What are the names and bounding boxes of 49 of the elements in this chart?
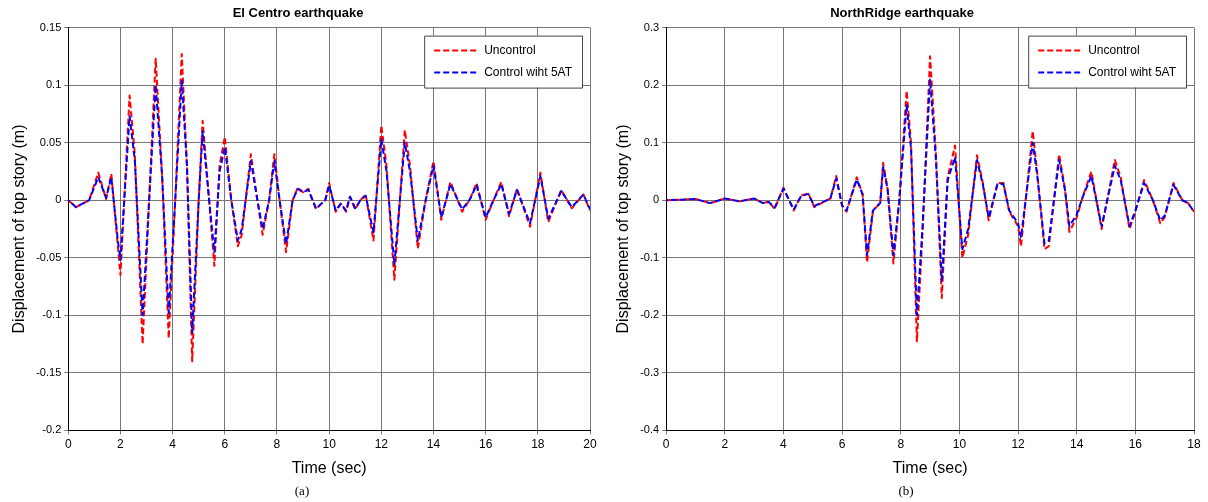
y-tick-label: -0.4 <box>640 423 660 436</box>
y-tick-label: 0.2 <box>643 78 660 91</box>
x-axis-title: Time (sec) <box>291 458 367 476</box>
legend-label: Control wiht 5AT <box>484 64 573 79</box>
x-tick-label: 16 <box>1128 436 1143 451</box>
y-tick-label: 0 <box>55 193 62 206</box>
x-tick-label: 20 <box>583 436 597 451</box>
x-tick-label: 18 <box>1187 436 1201 451</box>
x-tick-label: 4 <box>780 436 788 451</box>
x-tick-label: 18 <box>531 436 545 451</box>
text: (b) <box>898 482 914 500</box>
y-tick-label: -0.2 <box>640 308 660 321</box>
y-tick-label: 0.3 <box>643 20 660 33</box>
y-tick-label: -0.1 <box>640 250 660 263</box>
y-axis-title: Displacement of top story (m) <box>614 124 632 334</box>
x-tick-label: 12 <box>374 436 389 451</box>
legend-label: Uncontrol <box>1088 42 1140 57</box>
x-tick-label: 0 <box>662 436 670 451</box>
y-tick-label: 0 <box>653 193 660 206</box>
y-tick-label: -0.05 <box>36 250 62 263</box>
x-tick-label: 16 <box>478 436 493 451</box>
y-tick-label: -0.15 <box>36 365 62 378</box>
x-tick-label: 14 <box>1070 436 1084 451</box>
x-tick-label: 14 <box>426 436 441 451</box>
x-tick-label: 12 <box>1011 436 1026 451</box>
x-tick-label: 8 <box>273 436 281 451</box>
chart-title: El Centro earthquake <box>232 5 364 21</box>
y-tick-label: -0.1 <box>42 308 62 321</box>
text: (a) <box>294 482 310 500</box>
x-tick-label: 0 <box>64 436 72 451</box>
y-axis-title: Displacement of top story (m) <box>10 124 28 334</box>
x-tick-label: 2 <box>117 436 125 451</box>
x-tick-label: 4 <box>169 436 177 451</box>
x-tick-label: 6 <box>838 436 846 451</box>
x-tick-label: 6 <box>221 436 229 451</box>
y-tick-label: -0.3 <box>640 365 660 378</box>
x-tick-label: 2 <box>721 436 729 451</box>
y-tick-label: 0.1 <box>643 135 660 148</box>
chart-title: NorthRidge earthquake <box>830 5 974 21</box>
y-tick-label: -0.2 <box>42 423 62 436</box>
x-tick-label: 10 <box>952 436 967 451</box>
y-tick-label: 0.05 <box>39 135 62 148</box>
x-tick-label: 10 <box>322 436 337 451</box>
legend-label: Control wiht 5AT <box>1088 64 1177 79</box>
x-axis-title: Time (sec) <box>892 458 968 476</box>
x-tick-label: 8 <box>897 436 905 451</box>
y-tick-label: 0.1 <box>45 78 62 91</box>
y-tick-label: 0.15 <box>39 20 62 33</box>
legend-label: Uncontrol <box>484 42 536 57</box>
